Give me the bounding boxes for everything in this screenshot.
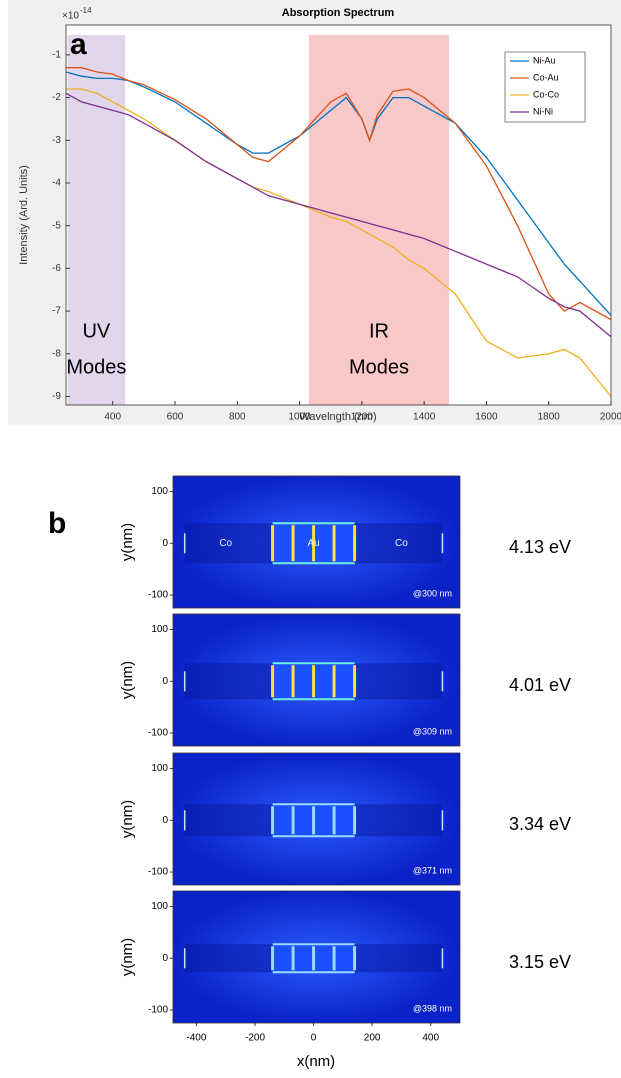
- legend-label: Ni-Ni: [533, 106, 553, 116]
- y-tick-label: 100: [151, 624, 168, 635]
- mode-band: [308, 35, 450, 405]
- y-tick-label: 100: [151, 763, 168, 774]
- band-label: Modes: [66, 356, 126, 378]
- y-tick-label: -100: [148, 1005, 168, 1016]
- series-line: [66, 67, 612, 321]
- x-tick-label: 1400: [413, 412, 436, 423]
- y-tick-label: -100: [148, 867, 168, 878]
- plot-frame: [65, 24, 612, 406]
- energy-label: 4.01 eV: [509, 675, 571, 695]
- x-tick-label: 600: [167, 412, 184, 423]
- legend-label: Ni-Au: [533, 55, 556, 65]
- wavelength-label: @398 nm: [413, 1003, 452, 1013]
- band-label: IR: [369, 320, 389, 342]
- y-scale-base: ×10: [62, 11, 79, 22]
- series-line: [65, 92, 612, 338]
- panel-label: a: [70, 28, 87, 61]
- y-tick-label: -9: [52, 391, 61, 402]
- region-label: Co: [219, 538, 232, 549]
- panel-label: b: [48, 507, 66, 540]
- y-tick-label: 0: [162, 676, 168, 687]
- region-label: Co: [395, 538, 408, 549]
- x-tick-label: 1800: [538, 412, 561, 423]
- y-tick-label: -4: [52, 178, 61, 189]
- x-tick-label: 1600: [475, 412, 498, 423]
- legend-label: Co-Co: [533, 89, 559, 99]
- wavelength-label: @300 nm: [413, 588, 452, 598]
- region-label: Au: [307, 538, 319, 549]
- x-tick-label: 2000: [600, 412, 621, 423]
- series-line: [66, 88, 612, 397]
- energy-label: 3.34 eV: [509, 814, 571, 834]
- x-tick-label: 400: [104, 412, 121, 423]
- x-tick-label: 800: [229, 412, 246, 423]
- x-tick-label: 1200: [351, 412, 374, 423]
- y-tick-label: -5: [52, 220, 61, 231]
- y-tick-label: 100: [151, 901, 168, 912]
- y-tick-label: -8: [52, 348, 61, 359]
- x-axis-label: Wavelngth (nm): [299, 411, 376, 423]
- image-frame: [172, 613, 461, 747]
- y-tick-label: -2: [52, 92, 61, 103]
- y-scale-exponent: -14: [80, 6, 92, 15]
- x-tick-label: 200: [364, 1033, 381, 1044]
- y-tick-label: 0: [162, 815, 168, 826]
- x-tick-label: -400: [186, 1033, 206, 1044]
- y-axis-label: Intensity (Ard. Units): [18, 165, 30, 265]
- y-tick-label: 0: [162, 538, 168, 549]
- y-axis-label: y(nm): [119, 523, 136, 561]
- band-label: UV: [82, 320, 110, 342]
- wavelength-label: @371 nm: [413, 865, 452, 875]
- y-tick-label: -7: [52, 306, 61, 317]
- y-tick-label: -6: [52, 263, 61, 274]
- x-tick-label: 0: [311, 1033, 317, 1044]
- series-line: [65, 71, 612, 316]
- y-axis-label: y(nm): [119, 938, 136, 976]
- chart-title: Absorption Spectrum: [282, 7, 395, 19]
- y-tick-label: 0: [162, 953, 168, 964]
- y-axis-label: y(nm): [119, 661, 136, 699]
- image-frame: [172, 475, 461, 609]
- wavelength-label: @309 nm: [413, 726, 452, 736]
- y-axis-label: y(nm): [119, 800, 136, 838]
- energy-label: 4.13 eV: [509, 537, 571, 557]
- legend-box: [504, 51, 586, 123]
- image-frame: [172, 752, 461, 886]
- x-tick-label: 400: [422, 1033, 439, 1044]
- legend-label: Co-Au: [533, 72, 559, 82]
- image-frame: [172, 890, 461, 1024]
- band-label: Modes: [349, 356, 409, 378]
- mode-band: [67, 35, 126, 405]
- y-tick-label: -3: [52, 135, 61, 146]
- energy-label: 3.15 eV: [509, 952, 571, 972]
- y-tick-label: -100: [148, 728, 168, 739]
- x-tick-label: 1000: [288, 412, 311, 423]
- x-tick-label: -200: [245, 1033, 265, 1044]
- y-tick-label: 100: [151, 486, 168, 497]
- x-axis-label: x(nm): [297, 1053, 335, 1070]
- y-tick-label: -1: [52, 50, 61, 61]
- y-tick-label: -100: [148, 590, 168, 601]
